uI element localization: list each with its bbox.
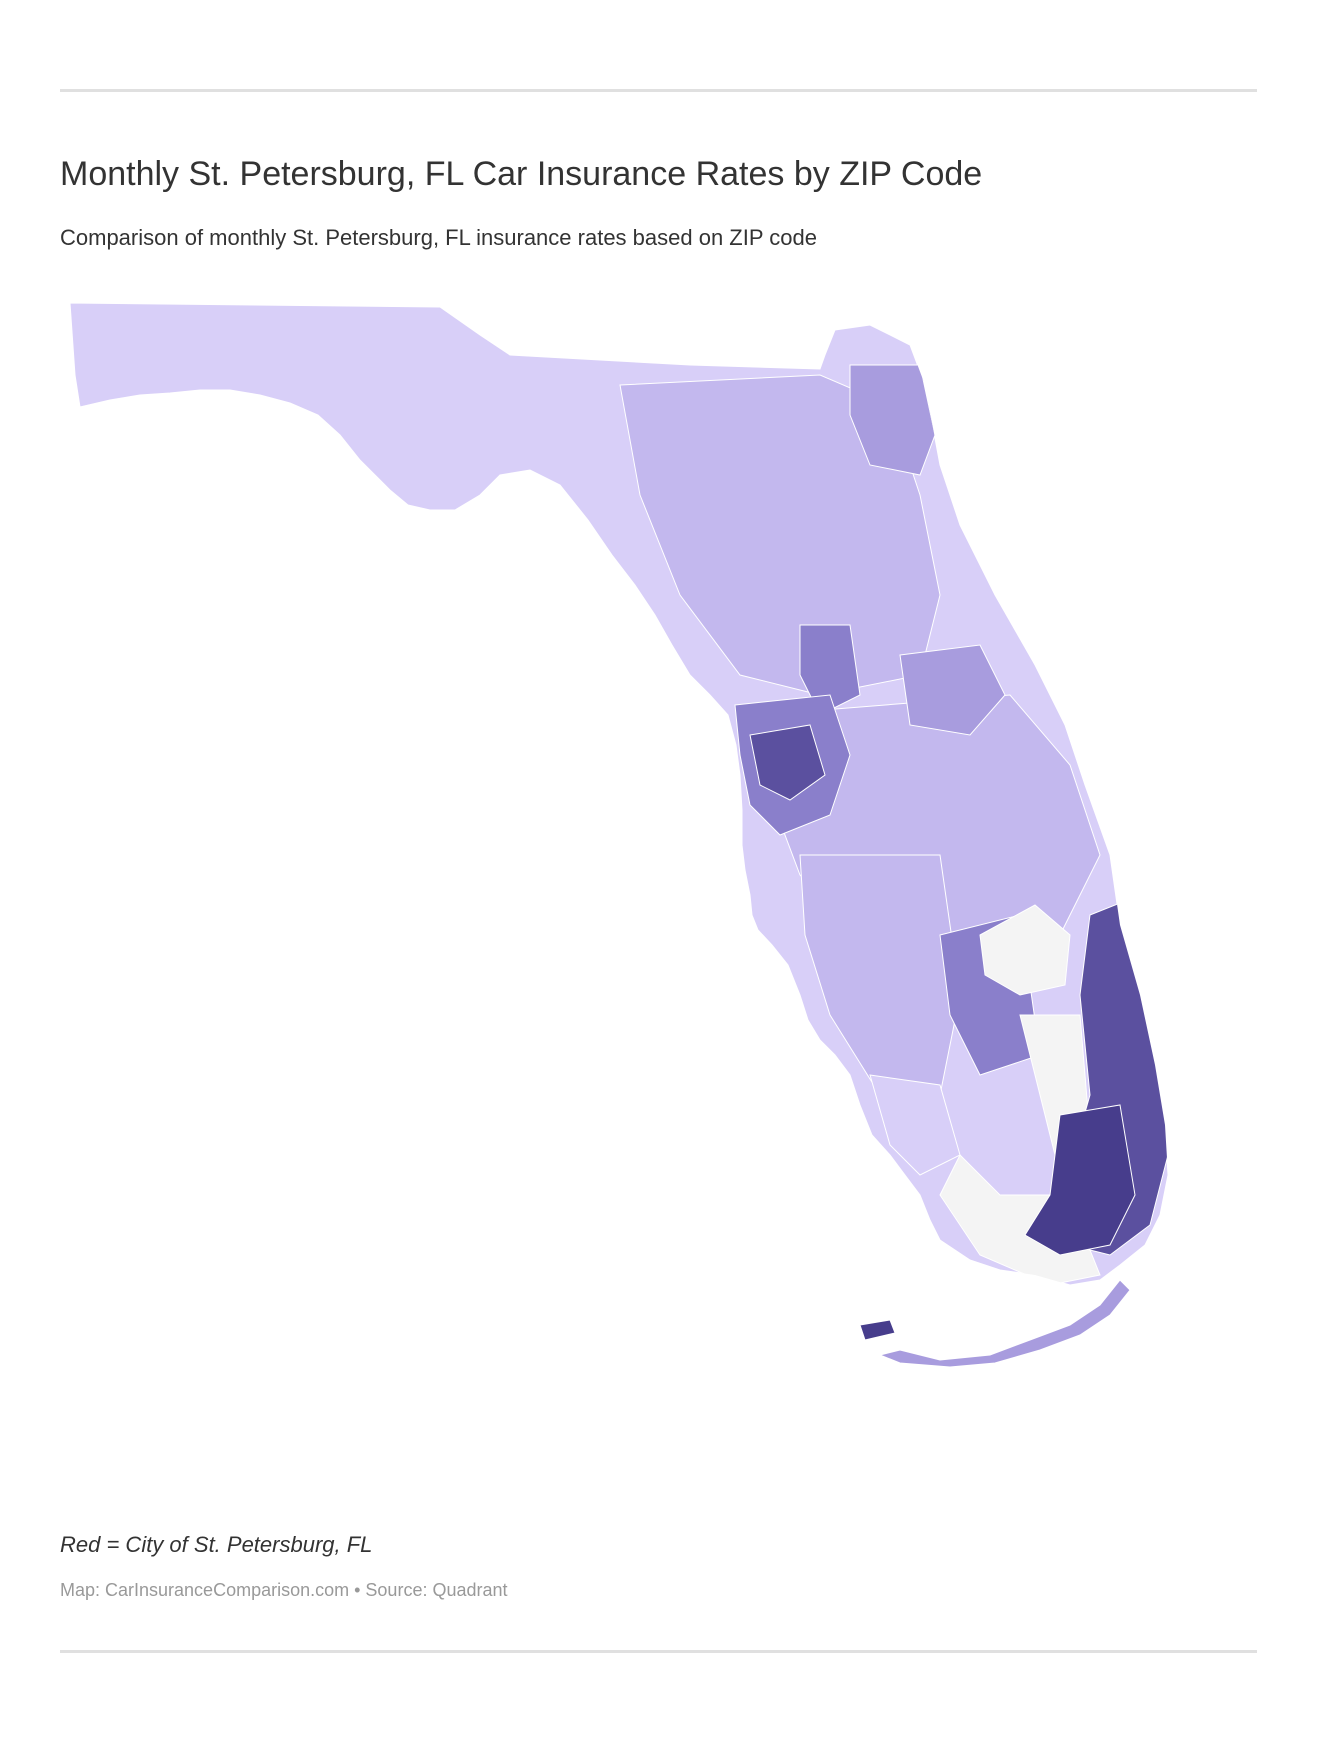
legend-note: Red = City of St. Petersburg, FL [60, 1532, 373, 1557]
map-region-key-west [859, 1319, 896, 1341]
map-region-southwest [799, 854, 961, 1096]
map-region-tampa-core [749, 724, 826, 801]
top-divider [60, 89, 1257, 92]
florida-zip-map [69, 302, 1169, 1368]
map-region-lake-okeechobee [979, 904, 1071, 996]
map-region-keys [878, 1279, 1131, 1368]
chart-title: Monthly St. Petersburg, FL Car Insurance… [60, 155, 983, 193]
chart-subtitle: Comparison of monthly St. Petersburg, FL… [60, 225, 817, 250]
map-region-miami-dade [1024, 1104, 1136, 1256]
map-region-ocala [799, 624, 861, 716]
source-credit: Map: CarInsuranceComparison.com • Source… [60, 1580, 508, 1600]
bottom-divider [60, 1650, 1257, 1653]
map-region-naples [869, 1074, 961, 1176]
map-region-orlando [899, 644, 1006, 736]
